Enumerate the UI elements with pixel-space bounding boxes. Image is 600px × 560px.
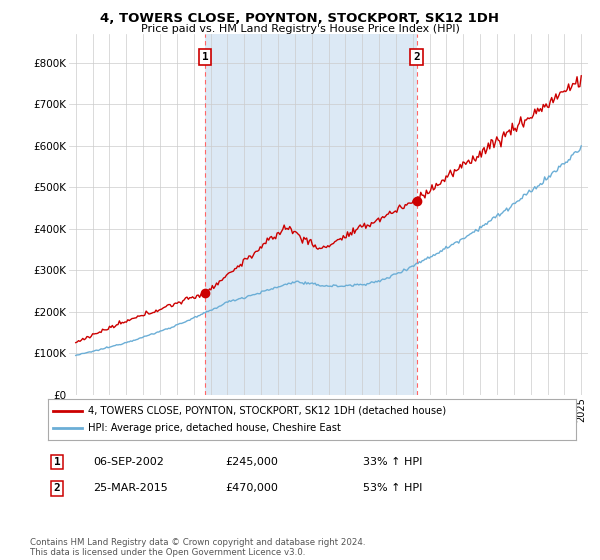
Text: 2: 2 (413, 52, 420, 62)
Text: 4, TOWERS CLOSE, POYNTON, STOCKPORT, SK12 1DH: 4, TOWERS CLOSE, POYNTON, STOCKPORT, SK1… (101, 12, 499, 25)
Text: £245,000: £245,000 (225, 457, 278, 467)
Text: Contains HM Land Registry data © Crown copyright and database right 2024.
This d: Contains HM Land Registry data © Crown c… (30, 538, 365, 557)
Bar (205, 34, 416, 395)
Text: HPI: Average price, detached house, Cheshire East: HPI: Average price, detached house, Ches… (88, 423, 340, 433)
Text: £470,000: £470,000 (225, 483, 278, 493)
Text: 4, TOWERS CLOSE, POYNTON, STOCKPORT, SK12 1DH (detached house): 4, TOWERS CLOSE, POYNTON, STOCKPORT, SK1… (88, 405, 446, 416)
Text: Price paid vs. HM Land Registry's House Price Index (HPI): Price paid vs. HM Land Registry's House … (140, 24, 460, 34)
Text: 1: 1 (53, 457, 61, 467)
Text: 25-MAR-2015: 25-MAR-2015 (93, 483, 168, 493)
Text: 33% ↑ HPI: 33% ↑ HPI (363, 457, 422, 467)
Text: 53% ↑ HPI: 53% ↑ HPI (363, 483, 422, 493)
Text: 06-SEP-2002: 06-SEP-2002 (93, 457, 164, 467)
Text: 1: 1 (202, 52, 209, 62)
Text: 2: 2 (53, 483, 61, 493)
